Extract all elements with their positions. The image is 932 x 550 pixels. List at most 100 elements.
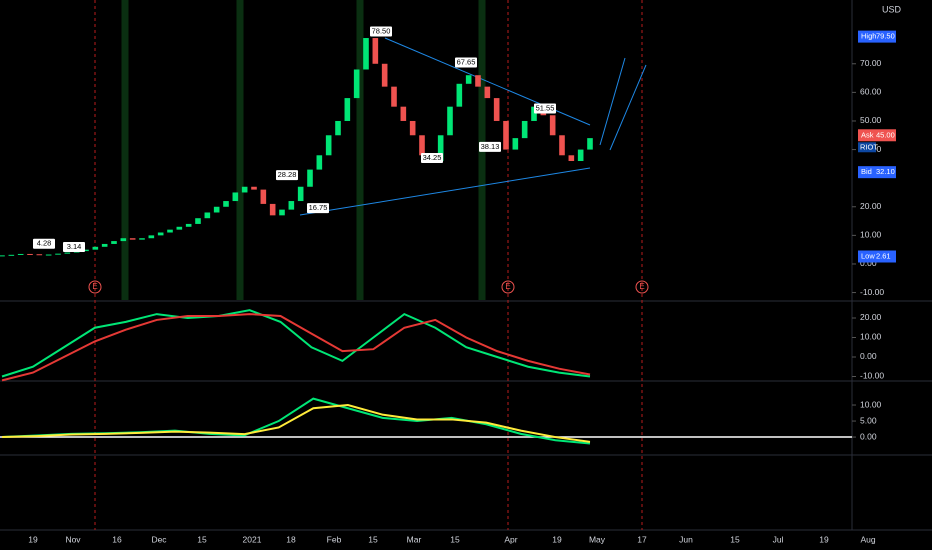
x-tick-label: 19 — [552, 534, 562, 544]
x-tick-label: May — [589, 534, 606, 544]
candle — [139, 238, 145, 240]
earnings-lines — [94, 0, 643, 530]
x-tick-label: Aug — [860, 534, 875, 544]
candle — [363, 38, 369, 70]
annotation-label: 67.65 — [457, 57, 476, 66]
ticker-badge — [858, 142, 876, 153]
candle — [549, 115, 556, 136]
candle — [288, 201, 295, 210]
badge-value: 79.50 — [876, 32, 895, 41]
candle — [297, 186, 304, 202]
candle — [353, 69, 360, 99]
y-tick-label: 10.00 — [860, 399, 882, 409]
price-badge — [858, 129, 896, 142]
candle — [260, 189, 267, 204]
y-tick-label: 5.00 — [860, 415, 877, 425]
candle — [400, 106, 407, 121]
candle — [251, 186, 257, 190]
candle — [568, 155, 575, 162]
candle — [27, 253, 33, 255]
y-tick-label: 10.00 — [860, 332, 882, 342]
y-tick-label: 0.00 — [860, 351, 877, 361]
candle — [307, 169, 313, 187]
candle — [0, 255, 5, 257]
candle — [503, 120, 509, 150]
annotation: 78.50 — [370, 26, 392, 37]
candle — [64, 252, 71, 254]
x-tick-label: Mar — [407, 534, 422, 544]
annotation-box — [455, 57, 477, 68]
x-tick-label: Dec — [151, 534, 167, 544]
candle — [279, 209, 285, 216]
candle — [447, 106, 453, 136]
annotation-box — [307, 203, 329, 214]
candle — [335, 120, 341, 136]
badge-value: 32.10 — [876, 167, 895, 176]
x-tick-label: 17 — [637, 534, 647, 544]
candle — [475, 75, 481, 87]
x-tick-label: Jul — [773, 534, 784, 544]
y-tick-label: 20.00 — [860, 201, 882, 211]
candle — [185, 223, 192, 227]
annotation: 51.55 — [534, 104, 556, 114]
candle — [223, 201, 229, 207]
candle — [157, 232, 164, 236]
series-line — [1, 404, 591, 443]
ticker: RIOT — [860, 142, 878, 151]
candle — [521, 120, 528, 139]
candle — [148, 235, 155, 239]
annotation: 28.28 — [276, 170, 298, 181]
earnings-label: E — [639, 282, 644, 291]
candle — [531, 106, 537, 121]
candle — [316, 155, 323, 170]
price-badge — [858, 250, 896, 263]
y-tick-label: 60.00 — [860, 87, 882, 97]
annotation: 16.75 — [307, 203, 329, 214]
annotation-label: 38.13 — [481, 142, 500, 151]
annotation-box — [534, 103, 556, 114]
candle — [167, 229, 173, 233]
candle — [465, 75, 472, 84]
candle — [587, 138, 593, 150]
candle — [484, 86, 491, 99]
x-tick-label: 16 — [112, 534, 122, 544]
candle — [101, 243, 108, 247]
candle — [437, 135, 444, 162]
candle — [195, 218, 201, 224]
annotation-label: 4.28 — [37, 239, 52, 248]
candle — [36, 254, 43, 256]
candle — [45, 254, 52, 256]
annotation-label: 3.14 — [67, 242, 82, 251]
y-tick-label: -10.00 — [860, 287, 884, 297]
candle — [120, 238, 127, 242]
y-tick-label: 50.00 — [860, 115, 882, 125]
candle — [83, 249, 89, 252]
annotation-box — [276, 170, 298, 181]
currency: USD — [882, 4, 902, 14]
candle — [381, 63, 388, 87]
series-line — [1, 309, 591, 378]
x-tick-label: 15 — [368, 534, 378, 544]
y-tick-label: 20.00 — [860, 312, 882, 322]
badge-value: 2.61 — [876, 251, 891, 260]
candle — [55, 253, 61, 255]
earnings-label: E — [505, 282, 510, 291]
annotation-label: 28.28 — [278, 170, 297, 179]
candle — [325, 135, 332, 156]
annotation-label: 78.50 — [372, 26, 391, 35]
candle — [176, 226, 183, 230]
candle — [493, 98, 500, 121]
candle — [241, 186, 248, 193]
annotation-label: 51.55 — [536, 104, 555, 113]
y-tick-label: -10.00 — [860, 371, 884, 381]
annotation-box — [63, 241, 85, 252]
candle — [8, 254, 15, 256]
annotation-box — [479, 141, 501, 152]
x-tick-label: 19 — [28, 534, 38, 544]
annotation-box — [421, 153, 443, 164]
pane-separators — [0, 0, 932, 531]
y-tick-label: 0.00 — [860, 431, 877, 441]
candle — [391, 86, 397, 107]
annotation: 4.28 — [33, 239, 55, 249]
